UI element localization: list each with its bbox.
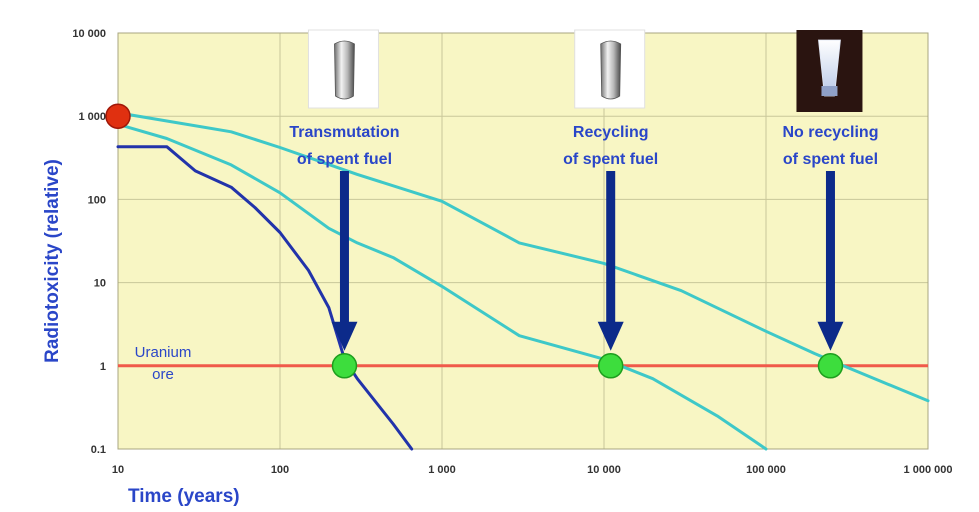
start-marker [105, 103, 131, 129]
annotations: Transmutation of spent fuel Recycling of sp… [289, 29, 878, 379]
arrow-head [817, 321, 844, 351]
arrow-head [597, 321, 624, 351]
x-tick-label: 1 000 [428, 464, 456, 476]
series-line-2 [116, 122, 768, 451]
uranium-ore-reference: Uranium ore [118, 344, 928, 383]
reference-label-line: ore [152, 366, 174, 383]
intersection-marker [817, 353, 844, 379]
y-tick-label: 0.1 [91, 444, 106, 456]
plot-border [117, 32, 929, 450]
intersection-marker [597, 353, 624, 379]
x-tick-label: 100 000 [746, 464, 786, 476]
fuel-pellet-icon [574, 29, 646, 109]
y-tick-label: 10 000 [72, 28, 106, 40]
annotation-label-line: of spent fuel [563, 151, 658, 168]
annotation-label: Recycling of spent fuel [563, 124, 658, 168]
plot-area [118, 33, 928, 449]
annotation-label-line: No recycling [782, 124, 878, 141]
arrow-shaft [825, 171, 835, 325]
y-tick-label: 1 [100, 361, 106, 373]
x-axis-label: Time (years) [128, 486, 240, 507]
reference-label: Uranium ore [135, 344, 192, 383]
x-tick-label: 100 [271, 464, 289, 476]
annotation-label: No recycling of spent fuel [782, 124, 878, 168]
x-tick-label: 1 000 000 [904, 464, 953, 476]
x-tick-label: 10 [112, 464, 124, 476]
arrow-shaft [339, 171, 349, 325]
y-tick-label: 1 000 [78, 111, 106, 123]
y-axis-label: Radiotoxicity (relative) [42, 159, 63, 363]
pellet-body [600, 40, 622, 100]
arrow-head [331, 321, 358, 351]
annotation-label-line: Recycling [573, 124, 649, 141]
assembly-base [821, 86, 838, 96]
annotation-label: Transmutation of spent fuel [289, 124, 399, 168]
series-line-3 [116, 111, 930, 403]
annotation-1: Transmutation of spent fuel [289, 29, 400, 379]
annotation-2: Recycling of spent fuel [563, 29, 658, 379]
y-tick-label: 100 [88, 194, 106, 206]
fuel-assembly-icon [796, 30, 863, 112]
pellet-body [334, 40, 355, 100]
x-tick-label: 10 000 [587, 464, 621, 476]
reference-label-line: Uranium [135, 344, 192, 361]
y-tick-label: 10 [94, 278, 106, 290]
annotation-label-line: of spent fuel [783, 151, 878, 168]
arrow-shaft [606, 171, 616, 325]
intersection-marker [331, 353, 358, 379]
series-line-1 [116, 145, 414, 451]
annotation-label-line: of spent fuel [297, 151, 392, 168]
annotation-3: No recycling of spent fuel [782, 30, 878, 379]
fuel-pellet-icon [307, 29, 379, 109]
tick-labels: 10 100 1 000 10 000 100 000 1 000 000 0.1 1 10 10… [72, 28, 952, 476]
series-lines [105, 103, 930, 451]
annotation-label-line: Transmutation [289, 124, 399, 141]
